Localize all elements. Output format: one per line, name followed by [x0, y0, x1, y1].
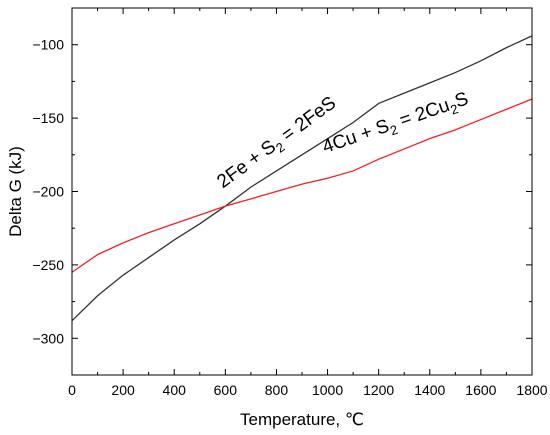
- y-tick-label: −150: [32, 110, 64, 126]
- y-axis-title: Delta G (kJ): [6, 146, 25, 237]
- x-tick-label: 1200: [363, 382, 394, 398]
- y-tick-label: −200: [32, 184, 64, 200]
- x-tick-label: 0: [68, 382, 76, 398]
- x-axis-title: Temperature, ℃: [240, 410, 364, 429]
- y-tick-label: −300: [32, 330, 64, 346]
- x-tick-label: 800: [265, 382, 289, 398]
- plot-lines: [71, 35, 533, 322]
- x-tick-label: 1000: [312, 382, 343, 398]
- ticks: 0 200 400 600 800 1000 1200 1400 1600 1800 −300 −25…: [32, 7, 548, 398]
- series-line-1: [71, 35, 533, 322]
- reaction-label-2: 4Cu + S2 = 2Cu2S: [320, 88, 472, 160]
- x-tick-label: 200: [111, 382, 135, 398]
- plot-frame: [71, 7, 533, 376]
- x-tick-label: 1400: [414, 382, 445, 398]
- x-tick-label: 1600: [465, 382, 496, 398]
- x-tick-label: 600: [214, 382, 238, 398]
- series-line-2: [71, 98, 533, 273]
- x-tick-label: 1800: [516, 382, 547, 398]
- x-tick-label: 400: [163, 382, 187, 398]
- axes: [71, 7, 533, 376]
- y-tick-label: −250: [32, 257, 64, 273]
- reaction-label-text: 4Cu + S2 = 2Cu2S: [320, 88, 472, 160]
- y-tick-label: −100: [32, 37, 64, 53]
